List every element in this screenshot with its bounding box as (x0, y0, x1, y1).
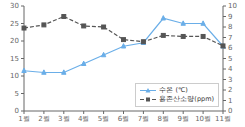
svg-text:6: 6 (228, 44, 233, 52)
svg-text:25: 25 (10, 20, 19, 28)
svg-text:8: 8 (228, 23, 232, 31)
svg-text:1: 1 (228, 97, 232, 105)
html-text:수온 (℃): 수온 (℃) (159, 86, 188, 94)
svg-text:10월: 10월 (195, 115, 211, 123)
svg-text:20: 20 (10, 37, 19, 45)
svg-text:10: 10 (228, 2, 237, 10)
svg-text:9: 9 (228, 13, 232, 21)
svg-text:5월: 5월 (98, 115, 109, 123)
svg-text:0: 0 (15, 107, 19, 115)
svg-text:5: 5 (15, 90, 19, 98)
svg-text:6월: 6월 (118, 115, 129, 123)
svg-text:10: 10 (10, 72, 19, 80)
svg-text:15: 15 (10, 55, 19, 63)
svg-text:4월: 4월 (78, 115, 89, 123)
svg-text:1월: 1월 (18, 115, 29, 123)
svg-text:8월: 8월 (158, 115, 169, 123)
svg-text:11월: 11월 (215, 115, 231, 123)
svg-text:30: 30 (10, 2, 19, 10)
svg-text:5: 5 (228, 55, 232, 63)
svg-text:7: 7 (228, 34, 232, 42)
svg-text:0: 0 (228, 107, 232, 115)
html-text:용존산소량(ppm): 용존산소량(ppm) (159, 95, 214, 103)
svg-text:7월: 7월 (138, 115, 149, 123)
svg-text:4: 4 (228, 65, 233, 73)
svg-text:2: 2 (228, 86, 232, 94)
svg-text:3: 3 (228, 76, 232, 84)
svg-text:3월: 3월 (58, 115, 69, 123)
svg-text:9월: 9월 (177, 115, 188, 123)
svg-text:2월: 2월 (38, 115, 49, 123)
